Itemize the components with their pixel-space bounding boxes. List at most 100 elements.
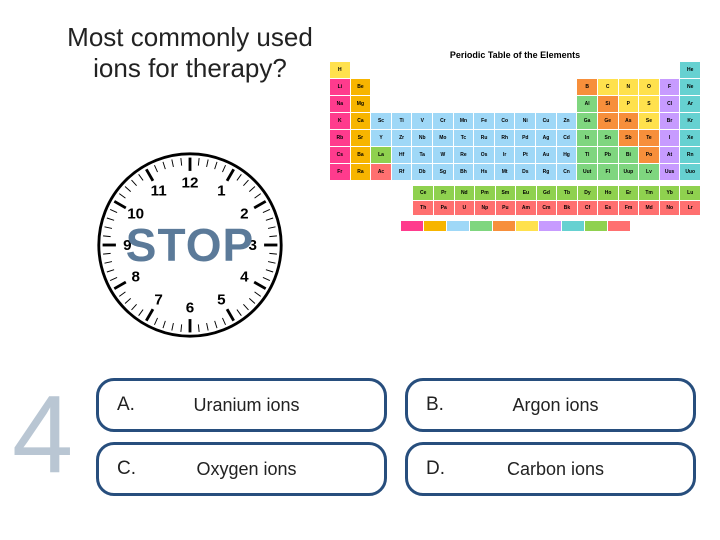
- element-cell: [639, 62, 659, 78]
- element-cell: Rh: [495, 130, 515, 146]
- answer-option-c[interactable]: C. Oxygen ions: [96, 442, 387, 496]
- answer-text: Carbon ions: [466, 459, 675, 480]
- element-cell: [515, 62, 535, 78]
- element-cell: Fl: [598, 164, 618, 180]
- element-cell: Ag: [536, 130, 556, 146]
- element-cell: H: [330, 62, 350, 78]
- element-cell: Na: [330, 96, 350, 112]
- element-cell: Ga: [577, 113, 597, 129]
- element-cell: Sg: [433, 164, 453, 180]
- element-cell: [454, 96, 474, 112]
- answer-text: Argon ions: [466, 395, 675, 416]
- element-cell: Th: [413, 201, 433, 215]
- element-cell: Au: [536, 147, 556, 163]
- element-cell: Rn: [680, 147, 700, 163]
- element-cell: [557, 96, 577, 112]
- element-cell: C: [598, 79, 618, 95]
- element-cell: [433, 62, 453, 78]
- answer-text: Oxygen ions: [157, 459, 366, 480]
- element-cell: [598, 62, 618, 78]
- element-cell: Ru: [474, 130, 494, 146]
- element-cell: Ge: [598, 113, 618, 129]
- element-cell: Po: [639, 147, 659, 163]
- element-cell: Nb: [412, 130, 432, 146]
- element-cell: Ir: [495, 147, 515, 163]
- element-cell: Zr: [392, 130, 412, 146]
- element-cell: [433, 96, 453, 112]
- element-cell: Lr: [680, 201, 700, 215]
- stop-label: STOP: [95, 150, 285, 340]
- element-cell: F: [660, 79, 680, 95]
- element-cell: U: [455, 201, 475, 215]
- element-cell: [536, 79, 556, 95]
- element-cell: [474, 62, 494, 78]
- element-cell: Te: [639, 130, 659, 146]
- element-cell: Cf: [578, 201, 598, 215]
- element-cell: At: [660, 147, 680, 163]
- element-cell: Kr: [680, 113, 700, 129]
- element-cell: Tm: [639, 186, 659, 200]
- legend-swatch: [401, 221, 423, 231]
- element-cell: Mn: [454, 113, 474, 129]
- element-cell: [392, 62, 412, 78]
- answer-option-d[interactable]: D. Carbon ions: [405, 442, 696, 496]
- element-cell: Tl: [577, 147, 597, 163]
- element-cell: Rg: [536, 164, 556, 180]
- element-cell: La: [371, 147, 391, 163]
- element-cell: Cu: [536, 113, 556, 129]
- clock-timer: 121234567891011 STOP: [95, 150, 285, 340]
- element-cell: Sb: [619, 130, 639, 146]
- periodic-table-grid: HHeLiBeBCNOFNeNaMgAlSiPSClArKCaScTiVCrMn…: [330, 62, 700, 180]
- element-cell: Ba: [351, 147, 371, 163]
- element-cell: Rb: [330, 130, 350, 146]
- element-cell: I: [660, 130, 680, 146]
- element-cell: Dy: [578, 186, 598, 200]
- element-cell: Fr: [330, 164, 350, 180]
- element-cell: Tb: [557, 186, 577, 200]
- element-cell: Br: [660, 113, 680, 129]
- element-cell: Am: [516, 201, 536, 215]
- answer-option-b[interactable]: B. Argon ions: [405, 378, 696, 432]
- element-cell: Cs: [330, 147, 350, 163]
- element-cell: W: [433, 147, 453, 163]
- element-cell: Sm: [496, 186, 516, 200]
- element-cell: [371, 96, 391, 112]
- element-cell: [660, 62, 680, 78]
- periodic-table-legend: [330, 221, 700, 231]
- element-cell: [474, 79, 494, 95]
- element-cell: Np: [475, 201, 495, 215]
- element-cell: Ar: [680, 96, 700, 112]
- answer-text: Uranium ions: [157, 395, 366, 416]
- element-cell: Cd: [557, 130, 577, 146]
- element-cell: Re: [454, 147, 474, 163]
- element-cell: Ni: [515, 113, 535, 129]
- element-cell: Pb: [598, 147, 618, 163]
- answer-letter: B.: [426, 394, 466, 416]
- element-cell: Sc: [371, 113, 391, 129]
- element-cell: Mt: [495, 164, 515, 180]
- legend-swatch: [424, 221, 446, 231]
- answer-letter: D.: [426, 458, 466, 480]
- element-cell: [495, 79, 515, 95]
- element-cell: Tc: [454, 130, 474, 146]
- element-cell: Cn: [557, 164, 577, 180]
- question-number: 4: [12, 380, 73, 490]
- element-cell: Hf: [392, 147, 412, 163]
- element-cell: S: [639, 96, 659, 112]
- element-cell: B: [577, 79, 597, 95]
- periodic-table: Periodic Table of the Elements HHeLiBeBC…: [330, 50, 700, 231]
- answer-option-a[interactable]: A. Uranium ions: [96, 378, 387, 432]
- element-cell: [371, 62, 391, 78]
- element-cell: [515, 79, 535, 95]
- element-cell: Pa: [434, 201, 454, 215]
- element-cell: Mg: [351, 96, 371, 112]
- element-cell: Se: [639, 113, 659, 129]
- element-cell: Ti: [392, 113, 412, 129]
- element-cell: Si: [598, 96, 618, 112]
- element-cell: [392, 79, 412, 95]
- element-cell: O: [639, 79, 659, 95]
- element-cell: As: [619, 113, 639, 129]
- element-cell: N: [619, 79, 639, 95]
- element-cell: In: [577, 130, 597, 146]
- element-cell: Uup: [619, 164, 639, 180]
